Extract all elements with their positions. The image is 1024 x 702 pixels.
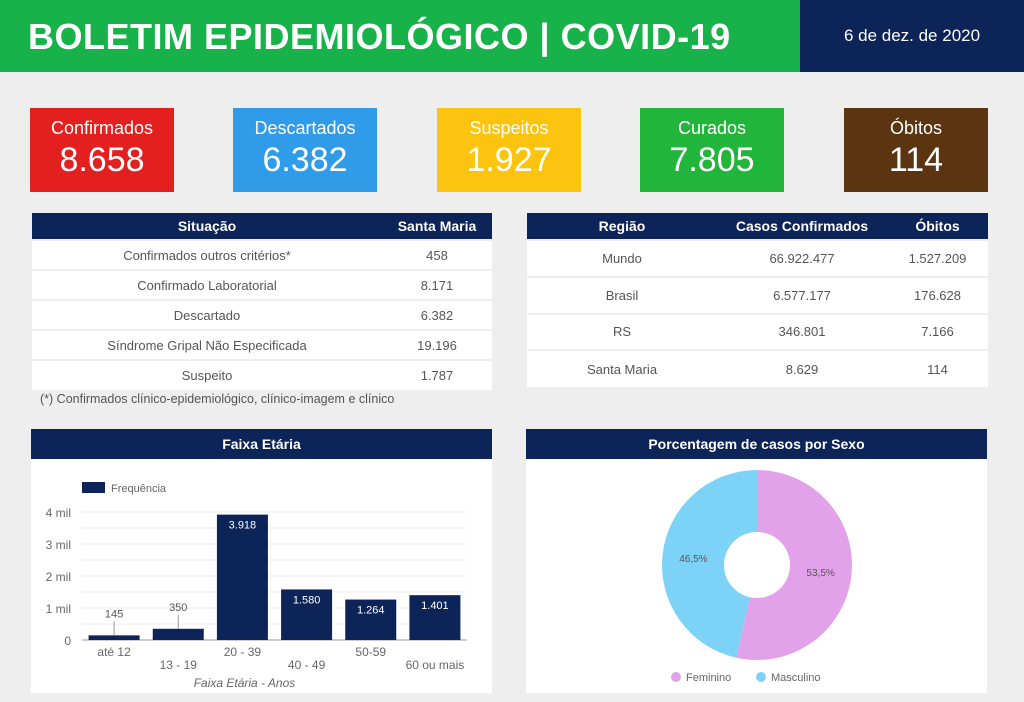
table-cell: 1.527.209 (887, 239, 988, 277)
table-cell: Descartado (32, 299, 382, 330)
legend-marker (671, 672, 681, 682)
sex-chart-panel: Porcentagem de casos por Sexo 53,5% Femin… (526, 429, 987, 693)
slice-label: 46,5% (679, 554, 707, 565)
bar (409, 595, 461, 640)
legend-marker (756, 672, 766, 682)
table-cell: 6.382 (382, 299, 492, 330)
legend-label: Masculino (771, 672, 821, 684)
y-tick-label: 4 mil (46, 506, 71, 520)
y-tick-label: 0 (64, 634, 71, 648)
pie-slice (662, 470, 757, 658)
stat-label: Suspeitos (469, 118, 549, 138)
y-tick-label: 3 mil (46, 538, 71, 552)
legend-label: Feminino (686, 672, 731, 684)
age-chart-panel: Faixa Etária Frequência 0 1 mil 2 mil 3 mil 4… (31, 429, 492, 693)
legend-swatch (82, 482, 105, 493)
sex-pie-chart: 53,5% Feminino 46,5% Masculino (662, 470, 852, 684)
table-cell: 19.196 (382, 329, 492, 360)
x-tick-label: até 12 (97, 645, 131, 659)
bar-value-label: 1.401 (421, 600, 449, 612)
stat-label: Confirmados (50, 118, 154, 138)
age-bar-chart: Frequência 0 1 mil 2 mil 3 mil 4 mil 145 até 12… (46, 482, 467, 690)
x-tick-label: 13 - 19 (160, 658, 198, 672)
stat-value: 1.927 (466, 141, 552, 179)
table-cell: 114 (887, 349, 988, 387)
table-row: Descartado 6.382 (32, 299, 492, 330)
stat-card: Óbitos 114 (844, 108, 988, 192)
table-cell: Suspeito (32, 359, 382, 390)
table-row: Confirmado Laboratorial 8.171 (32, 269, 492, 300)
table-cell: 1.787 (382, 359, 492, 390)
report-date: 6 de dez. de 2020 (800, 0, 1024, 72)
chart-title: Porcentagem de casos por Sexo (526, 429, 987, 459)
bar (281, 589, 333, 640)
stat-label: Descartados (254, 118, 356, 138)
slice-label: 53,5% (806, 568, 834, 579)
stat-label: Óbitos (889, 118, 943, 138)
table-cell: 346.801 (717, 312, 887, 351)
col-header: Região (527, 213, 717, 240)
page-title: BOLETIM EPIDEMIOLÓGICO | COVID-19 (0, 0, 800, 72)
table-row: Santa Maria 8.629 114 (527, 349, 988, 387)
col-header: Casos Confirmados (717, 213, 887, 240)
table-cell: Santa Maria (527, 349, 717, 387)
table-cell: Brasil (527, 275, 717, 314)
bar (345, 599, 397, 640)
bar-value-label: 3.918 (229, 520, 257, 532)
table-row: Mundo 66.922.477 1.527.209 (527, 239, 988, 277)
y-tick-label: 1 mil (46, 602, 71, 616)
bar-value-label: 1.580 (293, 594, 321, 606)
stat-card: Suspeitos 1.927 (437, 108, 581, 192)
table-cell: 6.577.177 (717, 275, 887, 314)
stat-value: 8.658 (59, 141, 145, 179)
x-axis-title: Faixa Etária - Anos (194, 676, 296, 690)
table-cell: 7.166 (887, 312, 988, 351)
table-row: Síndrome Gripal Não Especificada 19.196 (32, 329, 492, 360)
stat-card: Descartados 6.382 (233, 108, 377, 192)
table-row: Confirmados outros critérios* 458 (32, 239, 492, 270)
stat-card: Confirmados 8.658 (30, 108, 174, 192)
stat-value: 6.382 (262, 141, 348, 179)
stat-card: Curados 7.805 (640, 108, 784, 192)
table-cell: 176.628 (887, 275, 988, 314)
situacao-table: Situação Santa Maria Confirmados outros c… (32, 213, 492, 390)
legend-label: Frequência (111, 483, 167, 495)
col-header: Óbitos (887, 213, 988, 240)
col-header: Situação (32, 213, 382, 240)
bar (152, 628, 204, 640)
table-row: Brasil 6.577.177 176.628 (527, 275, 988, 314)
stat-value: 7.805 (669, 141, 755, 179)
table-cell: Mundo (527, 239, 717, 277)
footnote: (*) Confirmados clínico-epidemiológico, … (40, 392, 395, 406)
table-cell: Confirmados outros critérios* (32, 239, 382, 270)
stat-value: 114 (888, 141, 944, 179)
table-row: Suspeito 1.787 (32, 359, 492, 390)
table-cell: RS (527, 312, 717, 351)
bar (88, 635, 140, 640)
table-cell: 458 (382, 239, 492, 270)
stat-label: Curados (677, 118, 747, 138)
table-cell: 8.171 (382, 269, 492, 300)
regiao-table: Região Casos Confirmados Óbitos Mundo 66.92… (527, 213, 988, 387)
x-tick-label: 40 - 49 (288, 658, 326, 672)
table-cell: 66.922.477 (717, 239, 887, 277)
table-cell: Confirmado Laboratorial (32, 269, 382, 300)
y-tick-label: 2 mil (46, 570, 71, 584)
x-tick-label: 50-59 (355, 645, 386, 659)
table-row: RS 346.801 7.166 (527, 312, 988, 351)
table-cell: Síndrome Gripal Não Especificada (32, 329, 382, 360)
bar-value-label: 350 (169, 602, 187, 614)
bar-value-label: 145 (105, 608, 123, 620)
x-tick-label: 20 - 39 (224, 645, 262, 659)
chart-title: Faixa Etária (31, 429, 492, 459)
bar-value-label: 1.264 (357, 605, 385, 617)
pie-slice (736, 470, 852, 660)
x-tick-label: 60 ou mais (406, 658, 465, 672)
bar (216, 514, 268, 640)
col-header: Santa Maria (382, 213, 492, 240)
table-cell: 8.629 (717, 349, 887, 387)
